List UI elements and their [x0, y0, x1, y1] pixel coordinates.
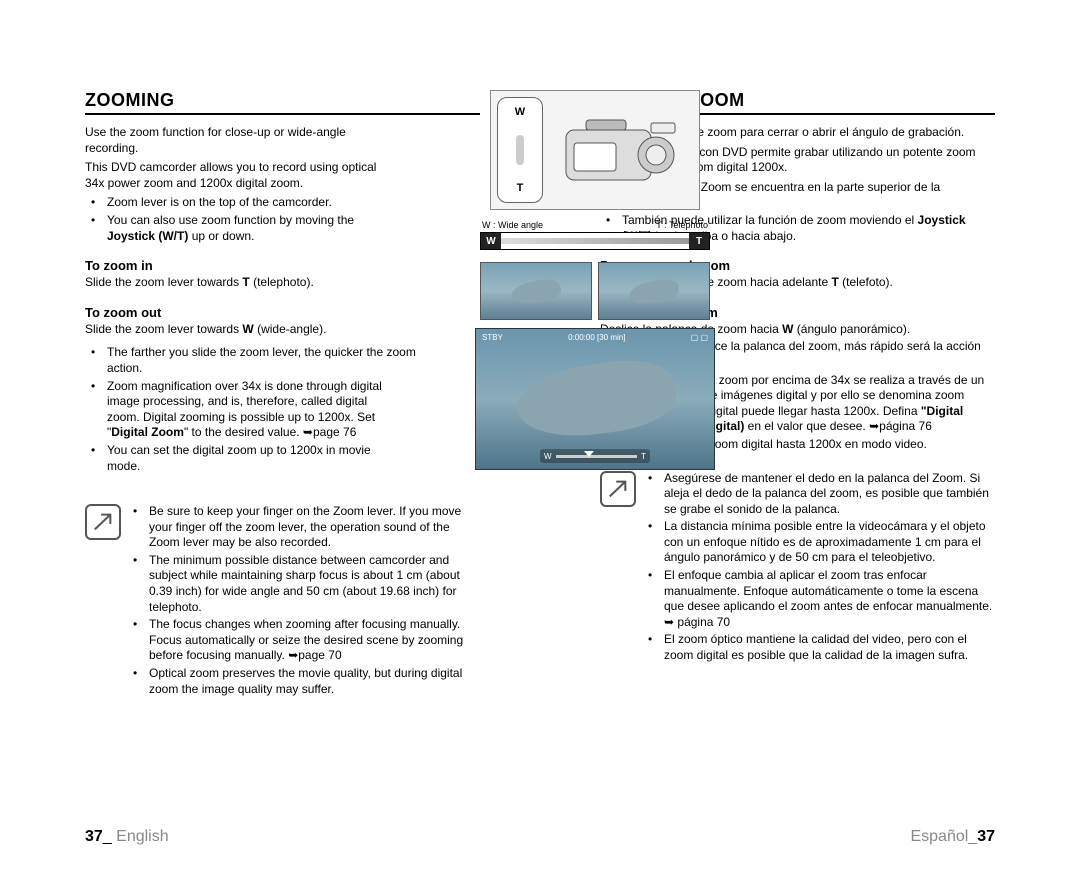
wide-label: W : Wide angle	[482, 220, 543, 230]
zoom-in-heading: To zoom in	[85, 258, 480, 273]
w-cap: W	[481, 233, 501, 249]
bullet-item: Zoom lever is on the top of the camcorde…	[91, 195, 385, 211]
page-footer-en: 37_ English	[85, 828, 169, 846]
note-item: Asegúrese de mantener el dedo en la pala…	[648, 471, 995, 518]
bullet-item: You can set the digital zoom up to 1200x…	[91, 443, 401, 474]
note-icon	[600, 471, 636, 507]
zoom-in-text: Slide the zoom lever towards T (telephot…	[85, 275, 480, 291]
note-item: El zoom óptico mantiene la calidad del v…	[648, 632, 995, 663]
bullet-list: The farther you slide the zoom lever, th…	[85, 345, 435, 474]
note-item: The minimum possible distance between ca…	[133, 553, 480, 615]
note-box-en: Be sure to keep your finger on the Zoom …	[85, 504, 480, 699]
note-icon	[85, 504, 121, 540]
note-list: Asegúrese de mantener el dedo en la pala…	[648, 471, 995, 666]
intro-text: This DVD camcorder allows you to record …	[85, 160, 385, 191]
osd-zoom-bar: W T	[540, 449, 650, 463]
wt-rocker-icon: W T	[497, 97, 543, 203]
tele-label: T : Telephoto	[656, 220, 708, 230]
bullet-item: The farther you slide the zoom lever, th…	[91, 345, 435, 376]
note-item: Be sure to keep your finger on the Zoom …	[133, 504, 480, 551]
section-title-en: ZOOMING	[85, 90, 480, 115]
camcorder-diagram: W T	[490, 90, 700, 210]
manual-page: ZOOMING Use the zoom function for close-…	[85, 90, 995, 846]
note-box-es: Asegúrese de mantener el dedo en la pala…	[600, 471, 995, 666]
page-lang: English	[116, 828, 168, 845]
note-item: The focus changes when zooming after foc…	[133, 617, 480, 664]
page-footer-es: Español_37	[910, 828, 995, 846]
bullet-list: Zoom lever is on the top of the camcorde…	[85, 195, 385, 244]
note-item: Optical zoom preserves the movie quality…	[133, 666, 480, 697]
osd-top: STBY 0:00:00 [30 min] ▢ ▢	[482, 333, 708, 342]
zoom-out-heading: To zoom out	[85, 305, 480, 320]
wide-thumbnail	[480, 262, 592, 320]
bullet-item: Zoom magnification over 34x is done thro…	[91, 379, 401, 441]
zoom-range-bar: W : Wide angle T : Telephoto W T	[480, 220, 710, 256]
zoom-thumbnails	[480, 262, 710, 320]
zoom-out-text: Slide the zoom lever towards W (wide-ang…	[85, 322, 480, 338]
page-lang: Español	[910, 828, 968, 845]
page-number: 37	[977, 828, 995, 845]
t-cap: T	[689, 233, 709, 249]
lcd-screenshot: STBY 0:00:00 [30 min] ▢ ▢ W T	[475, 328, 715, 470]
note-item: La distancia mínima posible entre la vid…	[648, 519, 995, 566]
tele-thumbnail	[598, 262, 710, 320]
bullet-item: You can also use zoom function by moving…	[91, 213, 385, 244]
english-column: ZOOMING Use the zoom function for close-…	[85, 90, 490, 846]
page-number: 37	[85, 828, 103, 845]
illustration-stack: W T W : Wide angle T : Telephoto	[475, 90, 715, 470]
camcorder-icon	[549, 97, 693, 203]
intro-text: Use the zoom function for close-up or wi…	[85, 125, 385, 156]
note-list: Be sure to keep your finger on the Zoom …	[133, 504, 480, 699]
note-item: El enfoque cambia al aplicar el zoom tra…	[648, 568, 995, 630]
